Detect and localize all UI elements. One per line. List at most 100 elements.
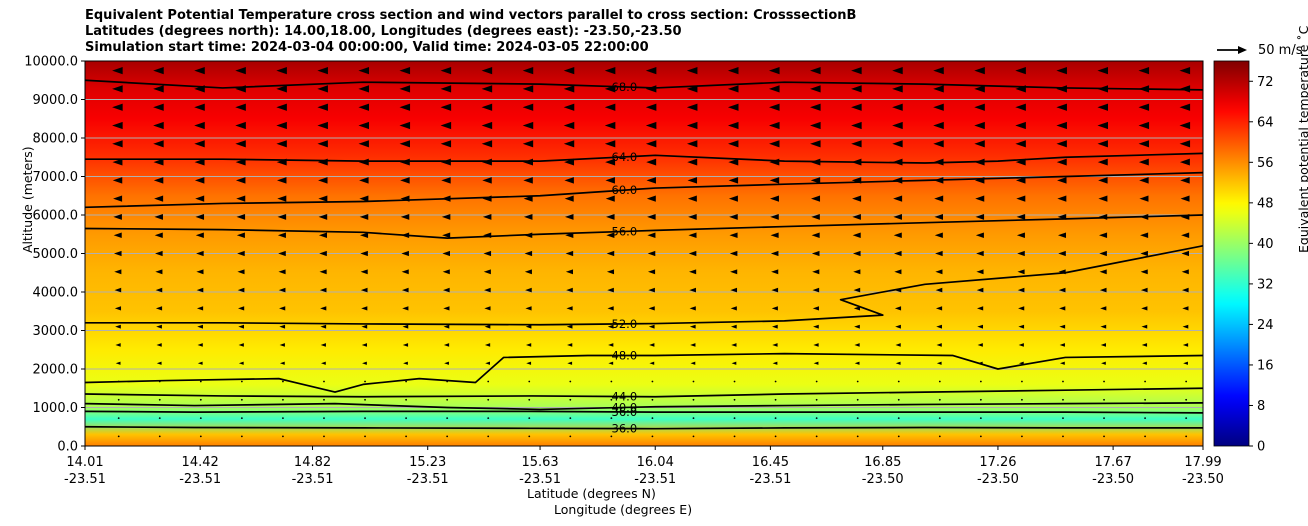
wind-vector	[974, 140, 985, 148]
wind-vector	[276, 140, 287, 148]
wind-vector	[856, 417, 859, 419]
wind-vector	[933, 177, 944, 184]
wind-vector	[563, 140, 575, 148]
wind-vector	[441, 195, 451, 202]
wind-vector	[440, 103, 452, 111]
wind-vector	[487, 380, 490, 383]
wind-vector	[158, 417, 161, 419]
plot-area: 36.036.040.044.048.052.056.060.064.068.0	[84, 60, 1204, 447]
wind-vector	[154, 232, 163, 238]
wind-vector	[688, 250, 697, 257]
wind-vector	[892, 85, 903, 93]
wind-vector	[1141, 306, 1148, 311]
wind-vector	[401, 287, 409, 293]
wind-vector	[117, 417, 120, 419]
contour-line	[85, 152, 1203, 164]
wind-vector	[481, 121, 493, 130]
wind-vector	[731, 343, 737, 347]
wind-vector	[276, 103, 287, 111]
wind-vector	[364, 398, 366, 401]
wind-vector	[854, 324, 860, 329]
wind-vector	[1182, 343, 1189, 347]
wind-vector	[487, 417, 490, 419]
wind-vector	[194, 177, 205, 184]
wind-vector	[1141, 324, 1148, 329]
wind-vector	[323, 398, 325, 401]
wind-vector	[893, 213, 902, 220]
wind-vector	[815, 417, 818, 419]
wind-vector	[1062, 435, 1064, 438]
wind-vector	[112, 66, 123, 75]
x-tick-label-lat: 17.99	[1184, 455, 1221, 470]
wind-vector	[974, 66, 985, 75]
x-tick-label-lat: 15.63	[521, 455, 558, 470]
wind-vector	[524, 232, 533, 238]
wind-vector	[733, 417, 736, 419]
wind-vector	[567, 343, 573, 347]
wind-vector	[1179, 140, 1191, 148]
wind-vector	[810, 85, 821, 93]
wind-vector	[686, 140, 698, 148]
wind-vector	[358, 85, 370, 93]
wind-vector	[731, 361, 737, 365]
wind-vector	[569, 380, 572, 383]
wind-vector	[1018, 361, 1024, 365]
wind-vector	[729, 250, 738, 257]
wind-vector	[282, 435, 284, 438]
wind-vector	[1097, 103, 1108, 111]
contour-label: 48.0	[612, 349, 638, 363]
wind-vector	[728, 158, 739, 166]
wind-vector	[1139, 195, 1149, 202]
wind-vector	[645, 66, 657, 75]
wind-vector	[812, 306, 819, 311]
wind-vector	[115, 324, 121, 329]
wind-vector	[235, 158, 246, 166]
wind-vector	[645, 121, 657, 130]
wind-vector	[692, 417, 695, 419]
wind-vector	[483, 269, 491, 275]
wind-vector	[1059, 324, 1066, 329]
wind-vector	[113, 250, 122, 257]
wind-vector	[974, 85, 985, 93]
wind-vector	[158, 435, 161, 438]
colorbar-tick-label: 48	[1257, 196, 1274, 211]
wind-vector	[897, 380, 900, 383]
x-tick-label-lat: 14.42	[182, 455, 219, 470]
wind-vector	[235, 103, 246, 111]
wind-vector	[195, 195, 205, 202]
wind-vector	[979, 380, 982, 383]
wind-vector	[811, 213, 820, 220]
x-tick-label-lat: 14.82	[294, 455, 331, 470]
wind-vector	[892, 158, 903, 166]
wind-vector	[199, 417, 202, 419]
y-tick-label: 6000.0	[33, 209, 79, 224]
wind-vector	[769, 140, 780, 148]
wind-vector	[113, 213, 122, 220]
wind-vector	[686, 121, 698, 130]
wind-vector	[892, 177, 903, 184]
wind-vector	[318, 232, 328, 238]
wind-vector	[444, 361, 449, 365]
wind-vector	[278, 269, 286, 275]
wind-vector	[811, 232, 820, 238]
wind-vector	[974, 177, 985, 184]
wind-vector	[400, 177, 410, 184]
wind-vector	[440, 121, 452, 130]
wind-vector	[523, 213, 533, 220]
wind-vector	[892, 140, 903, 148]
wind-vector	[1057, 195, 1067, 202]
x-axis: 14.01 -23.51 14.42 -23.51 14.82 -23.51 15.23 -2…	[64, 446, 1224, 487]
wind-vector	[729, 213, 738, 220]
wind-vector	[364, 435, 366, 438]
wind-vector	[1015, 85, 1026, 93]
wind-vector	[892, 121, 903, 130]
wind-vector	[689, 287, 696, 293]
wind-vector	[1017, 287, 1025, 293]
wind-vector	[238, 324, 245, 329]
wind-vector	[935, 287, 943, 293]
contour-label: 60.0	[612, 183, 638, 197]
wind-vector	[112, 140, 123, 148]
y-tick-label: 2000.0	[33, 363, 79, 378]
wind-vector	[282, 417, 284, 419]
